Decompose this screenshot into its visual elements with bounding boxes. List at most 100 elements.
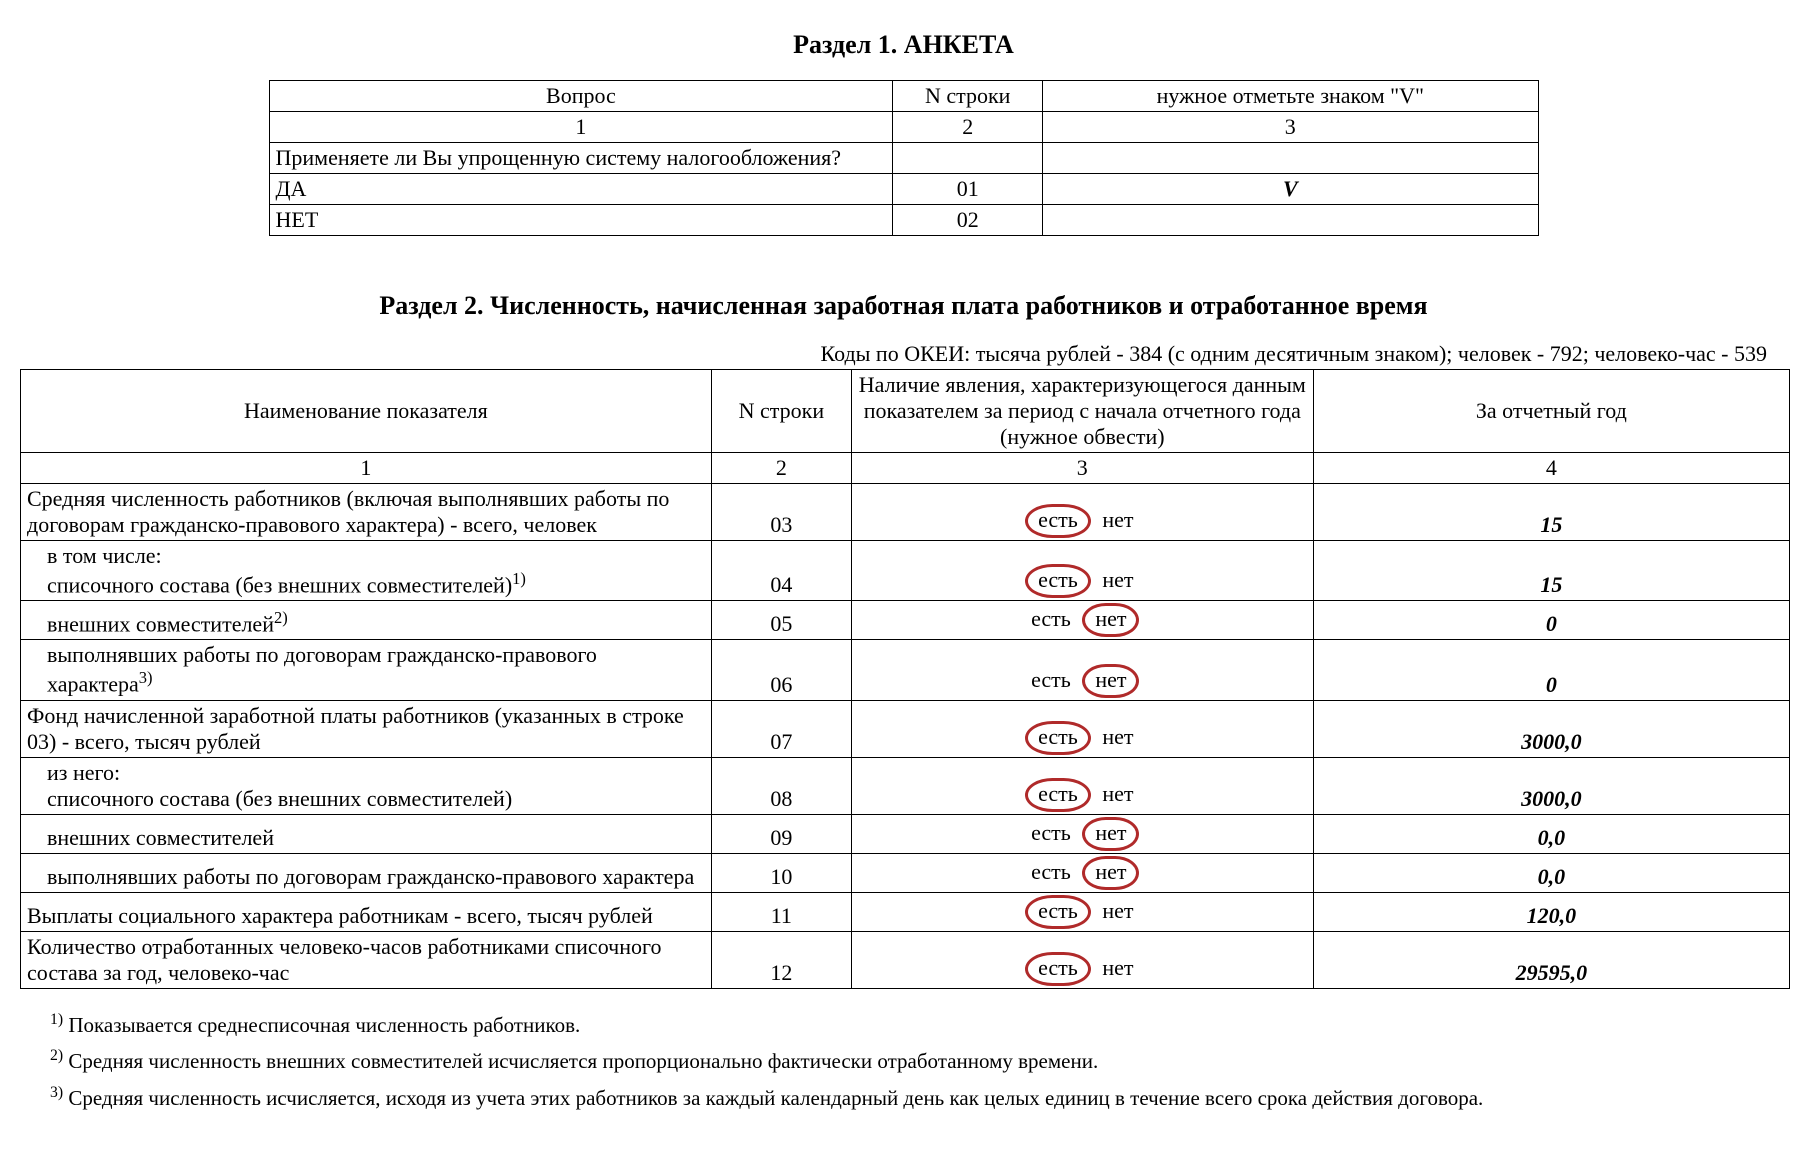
t2-row-code: 06 bbox=[711, 640, 851, 700]
t1-colnum-2: 2 bbox=[893, 112, 1043, 143]
t2-row-value: 3000,0 bbox=[1313, 757, 1789, 814]
footnotes-block: 1) Показывается среднесписочная численно… bbox=[50, 1007, 1787, 1117]
t1-header-question: Вопрос bbox=[269, 81, 893, 112]
t1-header-linen: N строки bbox=[893, 81, 1043, 112]
t1-colnum-3: 3 bbox=[1043, 112, 1538, 143]
t2-header-name: Наименование показателя bbox=[21, 370, 712, 453]
footnote: 1) Показывается среднесписочная численно… bbox=[50, 1007, 1787, 1044]
t2-row-value: 0 bbox=[1313, 640, 1789, 700]
table-row: внешних совместителей09есть нет0,0 bbox=[21, 814, 1790, 853]
t2-row-label: внешних совместителей bbox=[21, 814, 712, 853]
t2-row-label: внешних совместителей2) bbox=[21, 601, 712, 640]
presence-yes: есть bbox=[1025, 778, 1091, 812]
t1-header-mark: нужное отметьте знаком "V" bbox=[1043, 81, 1538, 112]
presence-no: нет bbox=[1082, 817, 1139, 851]
table-row: Фонд начисленной заработной платы работн… bbox=[21, 700, 1790, 757]
table-row: Количество отработанных человеко-часов р… bbox=[21, 931, 1790, 988]
footnote: 2) Средняя численность внешних совместит… bbox=[50, 1043, 1787, 1080]
presence-no: нет bbox=[1096, 955, 1139, 981]
presence-no: нет bbox=[1096, 898, 1139, 924]
table-anketa: Вопрос N строки нужное отметьте знаком "… bbox=[269, 80, 1539, 236]
t1-yes-label: ДА bbox=[269, 174, 893, 205]
presence-no: нет bbox=[1096, 507, 1139, 533]
t2-header-presence: Наличие явления, характеризующегося данн… bbox=[851, 370, 1313, 453]
t2-row-code: 03 bbox=[711, 484, 851, 541]
t2-row-code: 10 bbox=[711, 853, 851, 892]
section2-title: Раздел 2. Численность, начисленная зараб… bbox=[20, 291, 1787, 321]
okei-note: Коды по ОКЕИ: тысяча рублей - 384 (с одн… bbox=[20, 341, 1767, 367]
presence-no: нет bbox=[1096, 724, 1139, 750]
t2-row-presence: есть нет bbox=[851, 853, 1313, 892]
table-row: Выплаты социального характера работникам… bbox=[21, 892, 1790, 931]
presence-yes: есть bbox=[1025, 667, 1077, 693]
t1-yes-mark: V bbox=[1043, 174, 1538, 205]
t1-yes-code: 01 bbox=[893, 174, 1043, 205]
t2-row-presence: есть нет bbox=[851, 640, 1313, 700]
t2-colnum-4: 4 bbox=[1313, 453, 1789, 484]
t1-question-code bbox=[893, 143, 1043, 174]
t2-row-code: 09 bbox=[711, 814, 851, 853]
t2-row-value: 3000,0 bbox=[1313, 700, 1789, 757]
t2-row-value: 29595,0 bbox=[1313, 931, 1789, 988]
t2-row-label: в том числе:списочного состава (без внеш… bbox=[21, 541, 712, 601]
t2-row-value: 15 bbox=[1313, 484, 1789, 541]
footnote: 3) Средняя численность исчисляется, исхо… bbox=[50, 1080, 1787, 1117]
table-section2: Наименование показателя N строки Наличие… bbox=[20, 369, 1790, 989]
t2-row-presence: есть нет bbox=[851, 931, 1313, 988]
t1-question-mark bbox=[1043, 143, 1538, 174]
t2-header-linen: N строки bbox=[711, 370, 851, 453]
table-row: внешних совместителей2)05есть нет0 bbox=[21, 601, 1790, 640]
t2-row-value: 15 bbox=[1313, 541, 1789, 601]
presence-no: нет bbox=[1082, 664, 1139, 698]
presence-no: нет bbox=[1082, 856, 1139, 890]
t2-row-presence: есть нет bbox=[851, 484, 1313, 541]
presence-no: нет bbox=[1096, 567, 1139, 593]
presence-yes: есть bbox=[1025, 952, 1091, 986]
t1-question-text: Применяете ли Вы упрощенную систему нало… bbox=[269, 143, 893, 174]
t1-no-code: 02 bbox=[893, 205, 1043, 236]
presence-yes: есть bbox=[1025, 721, 1091, 755]
t2-row-code: 12 bbox=[711, 931, 851, 988]
t2-row-label: выполнявших работы по договорам гражданс… bbox=[21, 640, 712, 700]
t1-colnum-1: 1 bbox=[269, 112, 893, 143]
t2-row-value: 0,0 bbox=[1313, 853, 1789, 892]
t2-colnum-2: 2 bbox=[711, 453, 851, 484]
t2-row-code: 11 bbox=[711, 892, 851, 931]
t2-row-value: 120,0 bbox=[1313, 892, 1789, 931]
t2-row-code: 07 bbox=[711, 700, 851, 757]
t2-colnum-1: 1 bbox=[21, 453, 712, 484]
table-row: выполнявших работы по договорам гражданс… bbox=[21, 640, 1790, 700]
t2-row-label: Средняя численность работников (включая … bbox=[21, 484, 712, 541]
presence-yes: есть bbox=[1025, 859, 1077, 885]
presence-yes: есть bbox=[1025, 895, 1091, 929]
presence-yes: есть bbox=[1025, 606, 1077, 632]
t2-row-label: Фонд начисленной заработной платы работн… bbox=[21, 700, 712, 757]
t1-no-label: НЕТ bbox=[269, 205, 893, 236]
presence-yes: есть bbox=[1025, 820, 1077, 846]
t2-row-code: 08 bbox=[711, 757, 851, 814]
presence-yes: есть bbox=[1025, 564, 1091, 598]
t2-row-label: из него:списочного состава (без внешних … bbox=[21, 757, 712, 814]
t2-row-presence: есть нет bbox=[851, 700, 1313, 757]
table-row: выполнявших работы по договорам гражданс… bbox=[21, 853, 1790, 892]
presence-no: нет bbox=[1096, 781, 1139, 807]
t2-row-presence: есть нет bbox=[851, 814, 1313, 853]
t2-row-value: 0,0 bbox=[1313, 814, 1789, 853]
t2-row-value: 0 bbox=[1313, 601, 1789, 640]
table-row: Средняя численность работников (включая … bbox=[21, 484, 1790, 541]
t1-no-mark bbox=[1043, 205, 1538, 236]
t2-row-label: Количество отработанных человеко-часов р… bbox=[21, 931, 712, 988]
table-row: в том числе:списочного состава (без внеш… bbox=[21, 541, 1790, 601]
t2-row-presence: есть нет bbox=[851, 757, 1313, 814]
t2-row-presence: есть нет bbox=[851, 541, 1313, 601]
t2-row-label: Выплаты социального характера работникам… bbox=[21, 892, 712, 931]
section1-title: Раздел 1. АНКЕТА bbox=[20, 30, 1787, 60]
t2-row-label: выполнявших работы по договорам гражданс… bbox=[21, 853, 712, 892]
t2-row-code: 05 bbox=[711, 601, 851, 640]
t2-colnum-3: 3 bbox=[851, 453, 1313, 484]
t2-row-presence: есть нет bbox=[851, 601, 1313, 640]
table-row: из него:списочного состава (без внешних … bbox=[21, 757, 1790, 814]
presence-no: нет bbox=[1082, 603, 1139, 637]
t2-header-value: За отчетный год bbox=[1313, 370, 1789, 453]
presence-yes: есть bbox=[1025, 504, 1091, 538]
